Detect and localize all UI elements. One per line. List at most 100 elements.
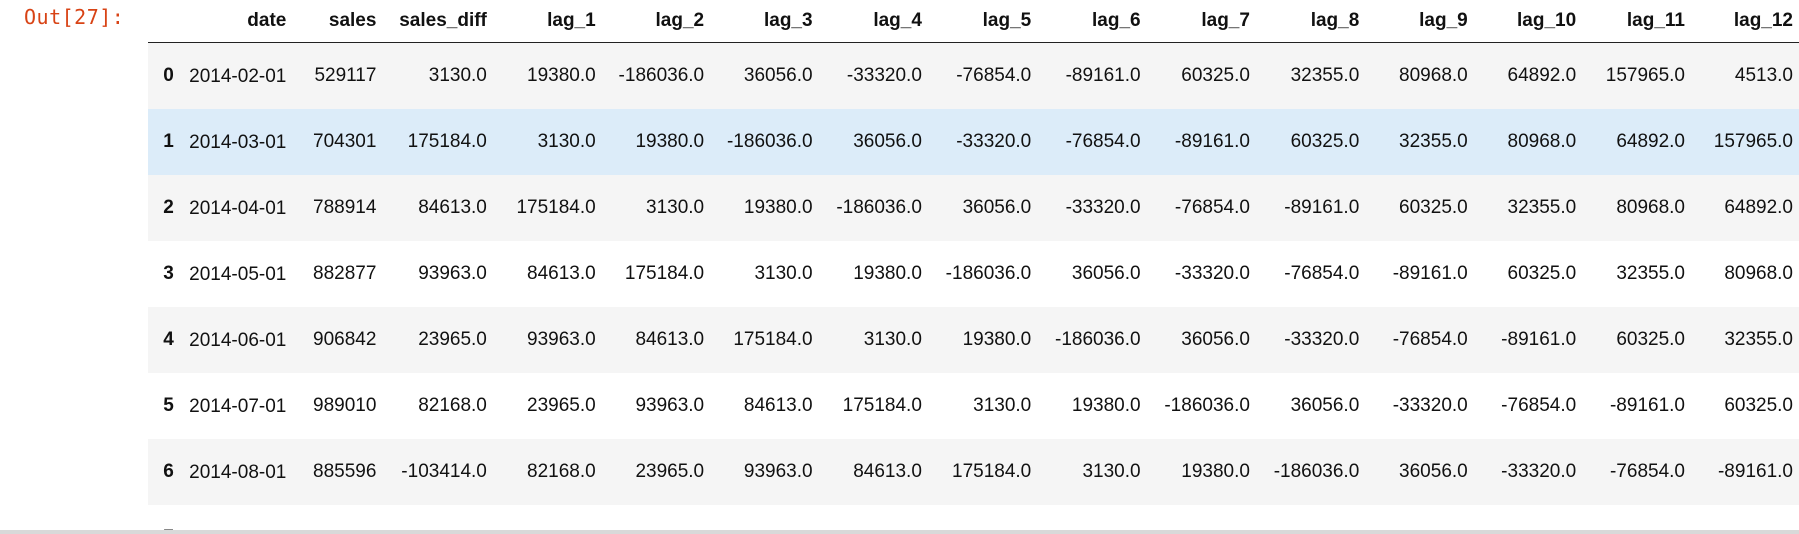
- cell-lag-11: 60325.0: [1616, 329, 1685, 350]
- cell-sales-diff: -103414.0: [401, 461, 487, 482]
- cell-lag-5: 3130.0: [973, 395, 1032, 416]
- cell-lag-12: 32355.0: [1724, 329, 1793, 350]
- cell-lag-1: 3130.0: [537, 131, 596, 152]
- cell-lag-10: [1474, 505, 1582, 530]
- cell-sales: [292, 505, 382, 530]
- column-header-lag-8: lag_8: [1255, 0, 1366, 43]
- cell-lag-8: -76854.0: [1284, 263, 1360, 284]
- horizontal-scrollbar[interactable]: [0, 530, 1799, 534]
- cell-lag-10: 80968.0: [1507, 131, 1577, 152]
- cell-sales-diff: 3130.0: [428, 65, 487, 86]
- cell-lag-10: 32355.0: [1507, 197, 1577, 218]
- cell-lag-7: [1147, 505, 1256, 530]
- column-header-lag-4: lag_4: [818, 0, 928, 43]
- cell-lag-2: 93963.0: [635, 395, 705, 416]
- cell-lag-9: -33320.0: [1392, 395, 1468, 416]
- cell-lag-12: 80968.0: [1724, 263, 1793, 284]
- cell-lag-3: 93963.0: [743, 461, 813, 482]
- cell-lag-6: 36056.0: [1071, 263, 1141, 284]
- cell-lag-10: -89161.0: [1501, 329, 1577, 350]
- cell-lag-5: 36056.0: [962, 197, 1032, 218]
- cell-lag-8: -89161.0: [1284, 197, 1360, 218]
- cell-lag-2: 19380.0: [635, 131, 705, 152]
- cell-lag-9: 36056.0: [1399, 461, 1468, 482]
- date-cell: 2014-: [189, 505, 292, 531]
- cell-lag-6: -186036.0: [1055, 329, 1141, 350]
- cell-lag-11: 64892.0: [1616, 131, 1685, 152]
- cell-sales: 906842: [313, 329, 377, 350]
- cell-lag-2: 175184.0: [624, 263, 705, 284]
- cell-sales: 989010: [313, 395, 377, 416]
- table-row: 72014-: [148, 505, 1799, 530]
- cell-lag-9: -89161.0: [1392, 263, 1468, 284]
- row-index: 3: [163, 263, 174, 284]
- cell-lag-10: 64892.0: [1507, 65, 1577, 86]
- table-row: 0 2014-02-01 529117 3130.0 19380.0 -186036.0 3…: [148, 42, 1799, 109]
- cell-lag-4: -33320.0: [846, 65, 922, 86]
- cell-lag-2: -186036.0: [618, 65, 705, 86]
- column-header-lag-12: lag_12: [1691, 0, 1799, 43]
- cell-lag-4: -186036.0: [836, 197, 922, 218]
- date-cell: 2014-03-01: [189, 131, 287, 153]
- cell-lag-12: 4513.0: [1734, 65, 1793, 86]
- index-header: [148, 0, 190, 43]
- cell-lag-9: 32355.0: [1399, 131, 1468, 152]
- cell-lag-6: -89161.0: [1065, 65, 1141, 86]
- date-cell: 2014-06-01: [189, 329, 287, 351]
- cell-sales: 788914: [313, 197, 377, 218]
- cell-lag-1: 82168.0: [527, 461, 596, 482]
- cell-lag-11: 32355.0: [1616, 263, 1685, 284]
- cell-sales: 704301: [313, 131, 377, 152]
- cell-lag-12: -89161.0: [1717, 461, 1793, 482]
- column-header-lag-1: lag_1: [492, 0, 602, 43]
- cell-lag-6: -33320.0: [1065, 197, 1141, 218]
- column-header-date: date: [189, 0, 293, 43]
- cell-lag-9: -76854.0: [1392, 329, 1468, 350]
- row-index: 5: [163, 395, 174, 416]
- cell-lag-4: 175184.0: [842, 395, 922, 416]
- cell-lag-4: [819, 505, 928, 530]
- table-row: 1 2014-03-01 704301 175184.0 3130.0 19380.0 -1…: [148, 109, 1799, 175]
- cell-lag-5: 175184.0: [952, 461, 1032, 482]
- cell-lag-5: [928, 505, 1037, 530]
- row-index: 6: [163, 461, 174, 482]
- cell-lag-7: 19380.0: [1181, 461, 1250, 482]
- cell-sales: 529117: [314, 65, 377, 86]
- table-header-row: date sales sales_diff lag_1 lag_2 lag_3 lag_4 l…: [148, 0, 1799, 43]
- cell-lag-5: -76854.0: [956, 65, 1032, 86]
- cell-lag-11: 157965.0: [1605, 65, 1685, 86]
- cell-lag-10: -76854.0: [1501, 395, 1577, 416]
- cell-lag-3: 19380.0: [743, 197, 813, 218]
- row-index: 2: [163, 197, 174, 218]
- column-header-sales-diff: sales_diff: [382, 0, 493, 43]
- table-row: 3 2014-05-01 882877 93963.0 84613.0 175184.0 3…: [148, 241, 1799, 307]
- dataframe-output[interactable]: date sales sales_diff lag_1 lag_2 lag_3 lag_4 l…: [148, 0, 1799, 530]
- cell-sales-diff: 93963.0: [418, 263, 487, 284]
- cell-lag-1: [493, 505, 602, 530]
- cell-lag-1: 175184.0: [516, 197, 596, 218]
- cell-lag-4: 36056.0: [853, 131, 922, 152]
- cell-lag-8: -186036.0: [1273, 461, 1360, 482]
- cell-lag-7: -76854.0: [1174, 197, 1250, 218]
- cell-lag-5: -33320.0: [956, 131, 1032, 152]
- date-cell: 2014-07-01: [189, 395, 287, 417]
- cell-lag-7: 60325.0: [1181, 65, 1250, 86]
- cell-lag-7: -89161.0: [1174, 131, 1250, 152]
- cell-lag-6: -76854.0: [1065, 131, 1141, 152]
- cell-lag-1: 23965.0: [527, 395, 596, 416]
- cell-lag-4: 19380.0: [853, 263, 922, 284]
- cell-lag-5: 19380.0: [962, 329, 1032, 350]
- cell-lag-1: 84613.0: [527, 263, 596, 284]
- cell-lag-10: -33320.0: [1501, 461, 1577, 482]
- cell-lag-2: 23965.0: [635, 461, 705, 482]
- cell-lag-8: [1256, 505, 1365, 530]
- cell-lag-3: [710, 505, 818, 530]
- cell-sales: 882877: [313, 263, 377, 284]
- cell-lag-2: 84613.0: [635, 329, 705, 350]
- table-row: 6 2014-08-01 885596 -103414.0 82168.0 23965.0…: [148, 439, 1799, 505]
- row-index: 0: [163, 65, 174, 86]
- cell-lag-8: -33320.0: [1284, 329, 1360, 350]
- cell-lag-12: 64892.0: [1724, 197, 1793, 218]
- cell-lag-7: -186036.0: [1164, 395, 1250, 416]
- column-header-lag-10: lag_10: [1473, 0, 1583, 43]
